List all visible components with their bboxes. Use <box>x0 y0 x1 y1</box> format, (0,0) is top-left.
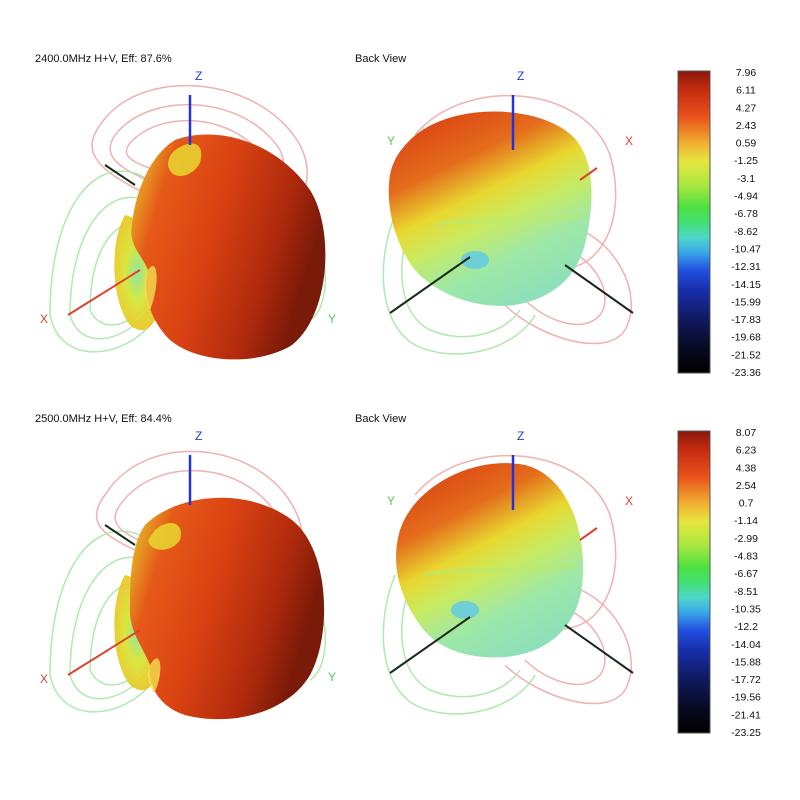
z-axis-label: Z <box>517 429 524 443</box>
z-axis-label: Z <box>517 69 524 83</box>
colorbar-tick-label: -1.25 <box>734 155 758 167</box>
colorbar-gradient <box>677 430 711 734</box>
colorbar-tick-label: 6.23 <box>736 445 757 457</box>
chart-title-2400: 2400.0MHz H+V, Eff: 87.6% <box>35 53 172 65</box>
colorbar-tick-label: -19.56 <box>731 692 761 704</box>
colorbar-tick-label: 2.54 <box>736 480 757 492</box>
colorbar-tick-label: -10.47 <box>731 243 761 255</box>
colorbar-tick-label: -17.83 <box>731 314 761 326</box>
back-view-title-2500: Back View <box>355 413 407 425</box>
colorbar-tick-label: -10.35 <box>731 603 761 615</box>
colorbar-tick-label: -4.94 <box>734 191 758 203</box>
y-axis-label: Y <box>387 134 395 148</box>
back-view-pattern-2500: Z Y X <box>382 429 634 715</box>
x-axis-label: X <box>625 494 633 508</box>
colorbar-tick-label: 4.27 <box>736 102 757 114</box>
colorbar-tick-label: -14.15 <box>731 279 761 291</box>
colorbar-tick-label: -15.99 <box>731 296 761 308</box>
colorbar-tick-label: 7.96 <box>736 67 757 79</box>
colorbar-tick-label: -14.04 <box>731 639 761 651</box>
y-axis-label: Y <box>328 670 336 684</box>
colorbar-tick-label: -23.36 <box>731 367 761 379</box>
colorbar-tick-label: -6.78 <box>734 208 758 220</box>
colorbar-tick-label: -12.31 <box>731 261 761 273</box>
z-axis-label: Z <box>195 429 202 443</box>
colorbar-tick-label: 6.11 <box>736 85 756 97</box>
back-view-title-2400: Back View <box>355 53 407 65</box>
colorbar-2400: 7.96 6.11 4.27 2.43 0.59 -1.25 -3.1 -4.94 -6.78 -… <box>677 67 761 379</box>
colorbar-tick-label: -12.2 <box>734 621 758 633</box>
back-view-pattern-2400: Z Y X <box>382 69 634 355</box>
colorbar-tick-label: -6.67 <box>734 568 758 580</box>
x-axis-label: X <box>40 312 48 326</box>
colorbar-tick-label: 2.43 <box>736 120 757 132</box>
front-view-pattern-2400: Z X Y <box>40 69 336 360</box>
colorbar-tick-label: -2.99 <box>734 533 758 545</box>
front-view-pattern-2500: Z X Y <box>40 429 336 720</box>
y-axis-label: Y <box>387 494 395 508</box>
colorbar-tick-label: 0.7 <box>739 498 754 510</box>
colorbar-2500: 8.07 6.23 4.38 2.54 0.7 -1.14 -2.99 -4.83 -6.67 -… <box>677 427 761 739</box>
colorbar-tick-label: -19.68 <box>731 332 761 344</box>
colorbar-tick-label: -15.88 <box>731 656 761 668</box>
x-axis-label: X <box>625 134 633 148</box>
chart-title-2500: 2500.0MHz H+V, Eff: 84.4% <box>35 413 172 425</box>
colorbar-tick-label: -4.83 <box>734 551 758 563</box>
colorbar-tick-label: 4.38 <box>736 462 757 474</box>
z-axis-label: Z <box>195 69 202 83</box>
colorbar-tick-label: -21.52 <box>731 349 761 361</box>
colorbar-tick-label: -21.41 <box>731 709 761 721</box>
colorbar-tick-label: -8.62 <box>734 226 758 238</box>
colorbar-tick-label: -1.14 <box>734 515 758 527</box>
colorbar-tick-label: 0.59 <box>736 138 757 150</box>
colorbar-tick-label: -17.72 <box>731 674 761 686</box>
colorbar-tick-label: 8.07 <box>736 427 757 439</box>
y-axis-label: Y <box>328 312 336 326</box>
colorbar-tick-label: -3.1 <box>737 173 755 185</box>
colorbar-tick-label: -23.25 <box>731 727 761 739</box>
colorbar-gradient <box>677 70 711 374</box>
colorbar-tick-label: -8.51 <box>734 586 758 598</box>
x-axis-label: X <box>40 672 48 686</box>
